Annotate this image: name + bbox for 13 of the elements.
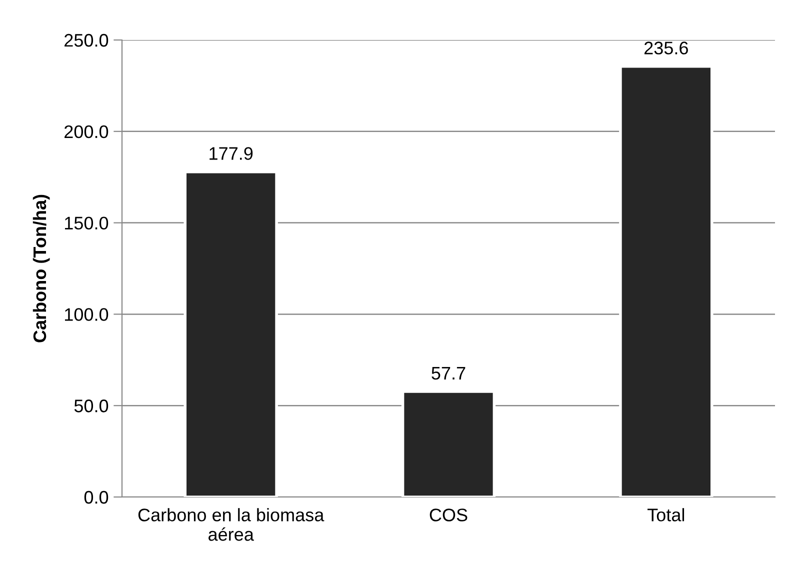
y-tick-label: 100.0	[65, 308, 108, 321]
data-label: 235.6	[644, 42, 688, 54]
x-tick-label: COS	[430, 508, 468, 522]
y-tick-label: 200.0	[64, 125, 108, 138]
y-tick-label: 250.0	[64, 34, 108, 47]
y-axis-title: Carbono (Ton/ha)	[32, 194, 50, 342]
y-tick-label: 50.0	[74, 400, 108, 412]
data-label: 177.9	[210, 147, 253, 160]
y-tick-label: 150.0	[65, 216, 108, 230]
x-tick-label: Total	[648, 508, 684, 522]
y-tick-label: 0.0	[84, 490, 108, 504]
x-tick-label: Carbono en la biomasa aérea	[138, 508, 324, 541]
data-label: 57.7	[432, 367, 466, 380]
